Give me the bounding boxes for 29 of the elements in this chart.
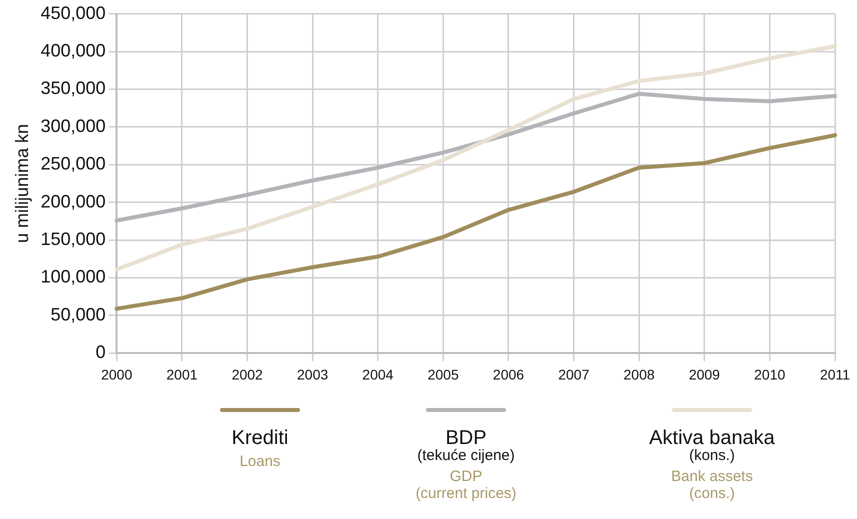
text: GDP (current prices) bbox=[414, 468, 518, 502]
legend-label: BDP (tekuće cijene) bbox=[416, 427, 516, 464]
x-tick-label: 2006 bbox=[492, 366, 524, 382]
x-tick-label: 2010 bbox=[754, 366, 786, 382]
y-tick-label: 300,000 bbox=[40, 116, 106, 136]
text: Bank assets (cons.) bbox=[670, 468, 754, 502]
y-tick-label: 200,000 bbox=[40, 191, 106, 212]
x-tick-label: 2008 bbox=[624, 366, 655, 382]
y-tick-label: 50,000 bbox=[50, 304, 106, 324]
legend-label: Aktiva banaka (kons.) bbox=[648, 427, 776, 464]
x-tick-label: 2001 bbox=[166, 366, 198, 382]
y-axis-title: u milijunima kn bbox=[12, 124, 32, 244]
x-tick-label: 2009 bbox=[688, 366, 720, 382]
y-tick-label: 400,000 bbox=[40, 40, 106, 60]
y-tick-label: 0 bbox=[96, 342, 106, 362]
x-tick-label: 2005 bbox=[428, 366, 459, 382]
x-tick-label: 2003 bbox=[296, 366, 328, 382]
x-tick-label: 2004 bbox=[362, 366, 394, 382]
legend-label: Krediti bbox=[230, 427, 290, 449]
x-tick-label: 2011 bbox=[820, 366, 850, 382]
x-tick-label: 2000 bbox=[101, 366, 132, 382]
y-tick-label: 450,000 bbox=[40, 2, 106, 23]
y-tick-label: 250,000 bbox=[40, 154, 106, 174]
y-tick-label: 100,000 bbox=[40, 266, 106, 287]
text: Loans bbox=[238, 453, 282, 470]
x-tick-label: 2007 bbox=[558, 366, 590, 382]
x-tick-label: 2002 bbox=[232, 366, 264, 382]
y-tick-label: 350,000 bbox=[40, 78, 106, 98]
y-tick-label: 150,000 bbox=[40, 229, 106, 250]
